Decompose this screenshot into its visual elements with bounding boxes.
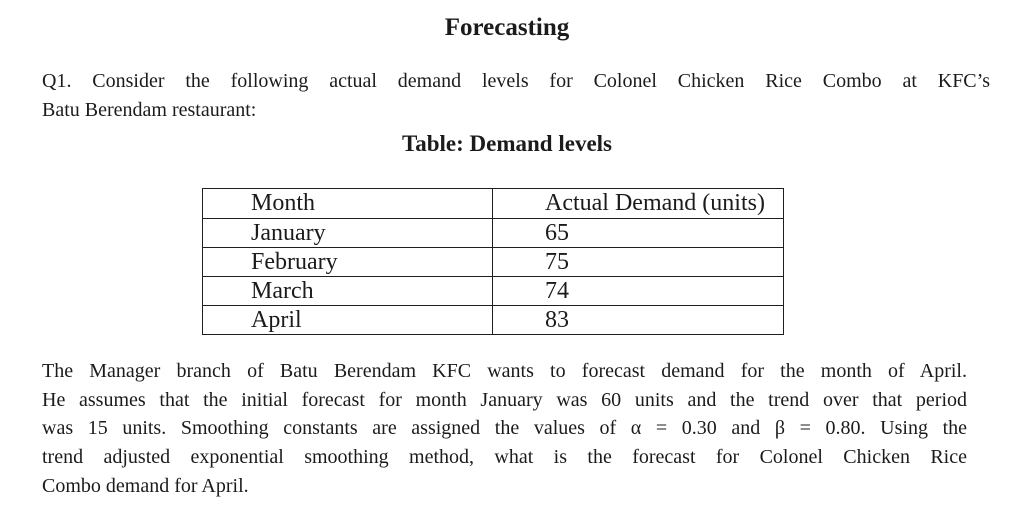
table-cell-month: January <box>202 218 493 248</box>
table-cell-demand: 74 <box>492 276 784 306</box>
question-paragraph: Q1. Consider the following actual demand… <box>42 67 990 124</box>
table-header-row: Month Actual Demand (units) <box>202 188 784 219</box>
body-line: Combo demand for April. <box>42 474 249 497</box>
body-line: trend adjusted exponential smoothing met… <box>42 446 967 469</box>
table-cell-month: March <box>202 276 493 306</box>
table-row: April 83 <box>202 305 784 335</box>
table-row: February 75 <box>202 247 784 277</box>
body-line: was 15 units. Smoothing constants are as… <box>42 417 967 440</box>
table-cell-demand: 65 <box>492 218 784 248</box>
table-row: March 74 <box>202 276 784 306</box>
table-cell-month: February <box>202 247 493 277</box>
table-caption: Table: Demand levels <box>402 131 612 156</box>
question-line: Batu Berendam restaurant: <box>42 98 257 121</box>
body-line: The Manager branch of Batu Berendam KFC … <box>42 360 967 382</box>
table-cell-demand: 75 <box>492 247 784 277</box>
page-title: Forecasting <box>444 14 570 41</box>
table-row: January 65 <box>202 218 784 248</box>
body-paragraph: The Manager branch of Batu Berendam KFC … <box>42 357 967 501</box>
table-header-demand: Actual Demand (units) <box>492 188 784 219</box>
table-cell-demand: 83 <box>492 305 784 335</box>
demand-table: Month Actual Demand (units) January 65 F… <box>202 188 784 335</box>
table-header-month: Month <box>202 188 493 219</box>
question-line: Q1. Consider the following actual demand… <box>42 70 990 92</box>
body-line: He assumes that the initial forecast for… <box>42 388 967 411</box>
table-cell-month: April <box>202 305 493 335</box>
